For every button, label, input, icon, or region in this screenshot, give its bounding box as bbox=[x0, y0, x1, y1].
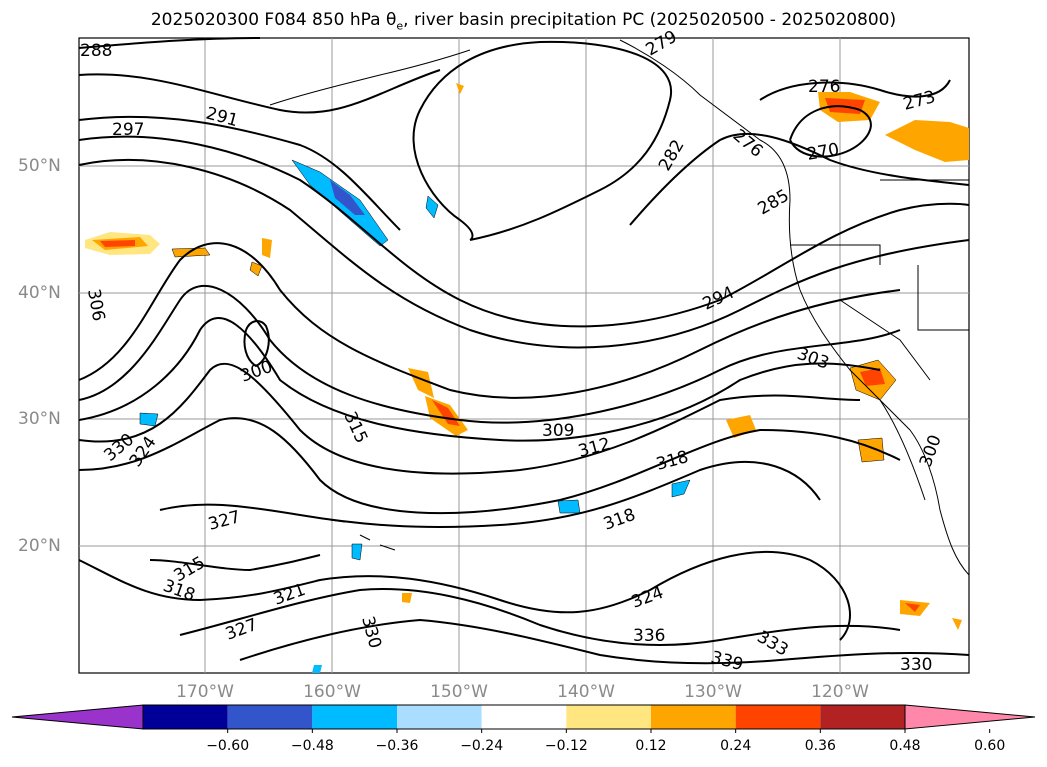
colorbar-tick-label: 0.60 bbox=[974, 738, 1006, 754]
colorbar-tick-label: −0.60 bbox=[206, 738, 250, 754]
colorbar-segment bbox=[735, 705, 821, 729]
colorbar-frame bbox=[142, 704, 906, 730]
contour-label: 288 bbox=[80, 41, 112, 61]
colorbar-tick-label: −0.48 bbox=[290, 738, 334, 754]
colorbar-tick-label: −0.24 bbox=[460, 738, 504, 754]
colorbar-segment bbox=[481, 705, 567, 729]
lat-label-50n: 50°N bbox=[18, 156, 61, 176]
colorbar-segment bbox=[227, 705, 313, 729]
map-title: 2025020300 F084 850 hPa θe, river basin … bbox=[150, 10, 897, 33]
contour-label: 276 bbox=[808, 77, 840, 97]
colorbar-segment bbox=[820, 705, 905, 729]
colorbar-tick-label: 0.24 bbox=[720, 738, 752, 754]
lon-label-160w: 160°W bbox=[303, 682, 361, 702]
colorbar-segment bbox=[397, 705, 482, 729]
colorbar-tick-label: 0.48 bbox=[889, 738, 921, 754]
precip-shading bbox=[85, 83, 969, 673]
colorbar-tick-label: 0.36 bbox=[804, 738, 836, 754]
colorbar-extend-high bbox=[904, 704, 1036, 730]
lon-label-130w: 130°W bbox=[684, 682, 742, 702]
contour-label: 309 bbox=[542, 421, 574, 441]
lon-label-150w: 150°W bbox=[430, 682, 488, 702]
colorbar-segment bbox=[312, 705, 397, 729]
contour-label: 297 bbox=[112, 120, 144, 140]
lon-label-120w: 120°W bbox=[811, 682, 869, 702]
coastlines bbox=[269, 39, 970, 576]
colorbar-segment bbox=[143, 705, 228, 729]
lat-label-40n: 40°N bbox=[18, 283, 61, 303]
lon-label-170w: 170°W bbox=[176, 682, 234, 702]
lat-label-30n: 30°N bbox=[18, 409, 61, 429]
colorbar-tick-label: −0.36 bbox=[375, 738, 419, 754]
lat-label-20n: 20°N bbox=[18, 536, 61, 556]
colorbar-segment bbox=[566, 705, 651, 729]
contour-label: 330 bbox=[900, 655, 932, 675]
contour-label: 336 bbox=[633, 626, 665, 646]
colorbar-tick-label: 0.12 bbox=[635, 738, 667, 754]
lon-label-140w: 140°W bbox=[557, 682, 615, 702]
theta-e-contours bbox=[78, 37, 970, 665]
colorbar-extend-low bbox=[11, 704, 144, 730]
colorbar-tick-label: −0.12 bbox=[544, 738, 588, 754]
colorbar-segment bbox=[651, 705, 736, 729]
